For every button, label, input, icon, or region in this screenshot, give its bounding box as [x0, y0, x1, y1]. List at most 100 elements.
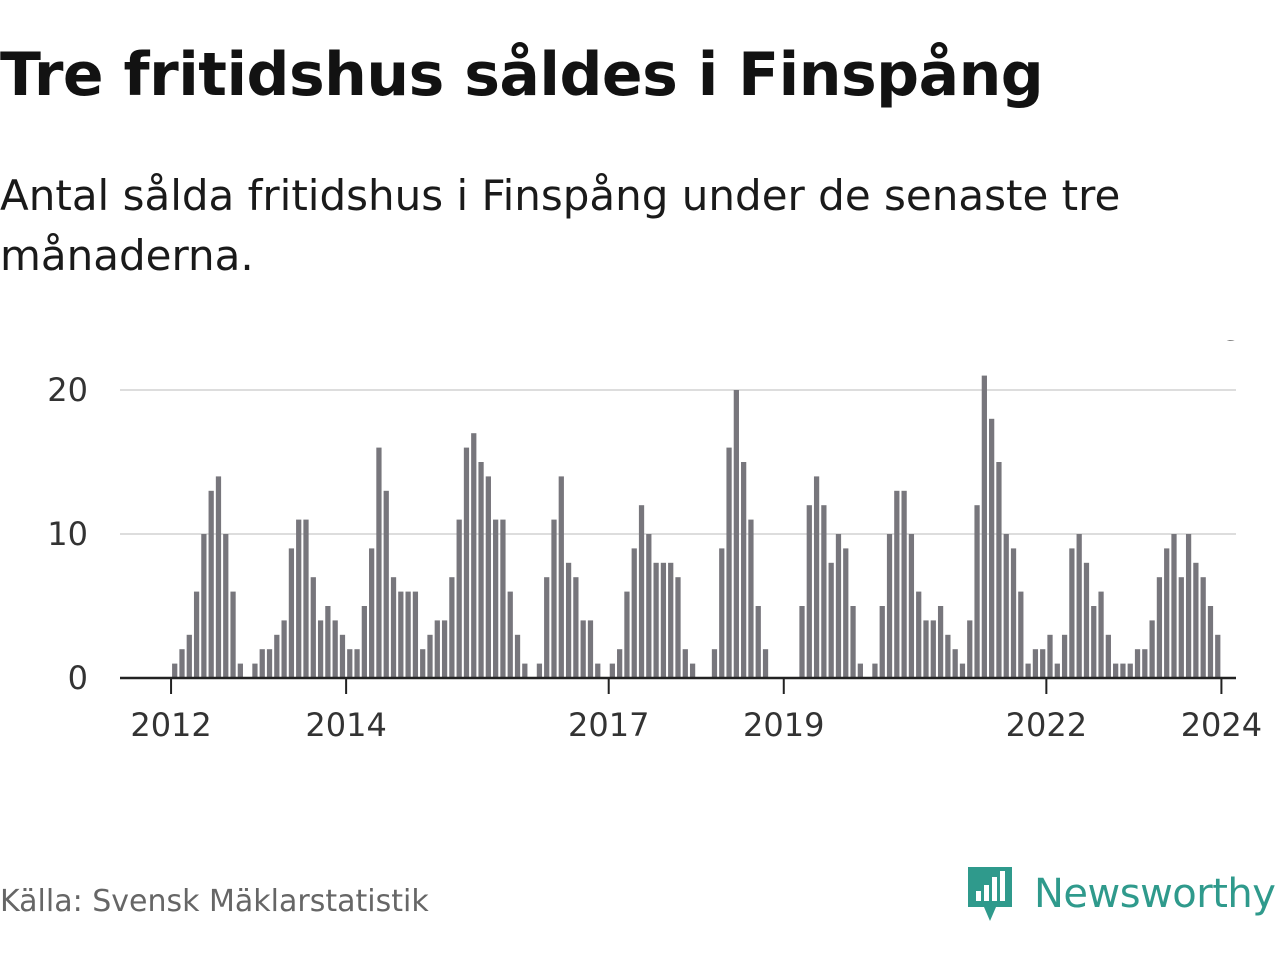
x-tick-label: 2017: [568, 706, 649, 744]
brand-logo: Newsworthy: [964, 862, 1276, 926]
y-tick-label: 0: [68, 659, 88, 697]
bar: [733, 390, 739, 678]
bar: [383, 490, 389, 678]
bar: [281, 620, 287, 678]
bar: [303, 519, 309, 678]
bar: [813, 476, 820, 678]
bar: [580, 620, 586, 678]
bar: [668, 562, 674, 678]
bars: [172, 375, 1221, 678]
bar: [215, 476, 222, 678]
bar: [638, 505, 645, 678]
bar: [427, 634, 433, 678]
bar: [1105, 634, 1111, 678]
bar: [208, 490, 214, 678]
bar: [741, 462, 747, 678]
bar: [682, 649, 688, 678]
bar: [930, 620, 936, 678]
bar: [1142, 649, 1148, 678]
bar: [1061, 634, 1068, 678]
bar: [390, 577, 397, 678]
newsworthy-logo-icon: [968, 867, 1012, 921]
bar: [317, 620, 324, 678]
x-tick-label: 2019: [743, 706, 824, 744]
bar: [354, 649, 360, 678]
x-tick-label: 2024: [1181, 706, 1262, 744]
bar: [843, 548, 849, 678]
bar: [799, 606, 805, 678]
bar: [434, 620, 440, 678]
source-note: Källa: Svensk Mäklarstatistik: [0, 884, 429, 919]
bar: [631, 548, 637, 678]
bar: [325, 606, 331, 678]
bar: [850, 606, 856, 678]
bar: [923, 620, 929, 678]
bar: [835, 534, 842, 678]
bar: [675, 577, 681, 678]
bar: [689, 663, 696, 678]
tick-labels: 0 10 20 2012 2014 2017 2019 2022 2024 3: [47, 340, 1262, 744]
bar: [1127, 663, 1133, 678]
bar: [551, 519, 557, 678]
bar: [1200, 577, 1206, 678]
bar: [310, 577, 316, 678]
bar: [420, 649, 426, 678]
bar: [230, 591, 236, 678]
bar: [726, 447, 732, 678]
bar: [828, 562, 834, 678]
bar: [449, 577, 455, 678]
bar: [398, 591, 404, 678]
bar: [376, 447, 382, 678]
bar: [296, 519, 302, 678]
bar: [1215, 634, 1221, 678]
bar: [201, 534, 207, 678]
bar: [762, 649, 769, 678]
y-tick-label: 20: [47, 371, 88, 409]
bar: [1083, 562, 1090, 678]
bar: [937, 606, 944, 678]
chart-title: Tre fritidshus såldes i Finspång: [0, 40, 1044, 110]
bar: [186, 634, 192, 678]
bar: [456, 519, 462, 678]
bar: [361, 606, 367, 678]
bar: [565, 562, 572, 678]
bar: [1178, 577, 1184, 678]
bar: [478, 462, 484, 678]
bar: [536, 663, 543, 678]
bar: [471, 433, 477, 678]
bar: [288, 548, 295, 678]
bar: [624, 591, 630, 678]
bar: [441, 620, 448, 678]
bar: [369, 548, 375, 678]
bar: [252, 663, 258, 678]
bar: [259, 649, 265, 678]
bar: [1076, 534, 1082, 678]
bar: [1018, 591, 1024, 678]
bar: [821, 505, 827, 678]
x-tick-label: 2022: [1006, 706, 1087, 744]
bar: [901, 490, 907, 678]
x-tick-label: 2014: [305, 706, 386, 744]
bar: [1025, 663, 1031, 678]
bar: [193, 591, 200, 678]
bar: [1120, 663, 1126, 678]
bar: [347, 649, 353, 678]
bar: [463, 447, 470, 678]
bar: [1091, 606, 1097, 678]
bar: [806, 505, 812, 678]
bar: [573, 577, 579, 678]
bar: [989, 418, 995, 678]
bar: [1040, 649, 1046, 678]
brand-name: Newsworthy: [1034, 871, 1276, 917]
y-tick-label: 10: [47, 515, 88, 553]
bar: [412, 591, 419, 678]
bar: [1156, 577, 1163, 678]
bar: [485, 476, 491, 678]
bar: [544, 577, 550, 678]
bar: [879, 606, 885, 678]
bar: [609, 663, 615, 678]
bar: [1164, 548, 1170, 678]
bar: [959, 663, 966, 678]
bar: [1171, 534, 1177, 678]
bar: [500, 519, 506, 678]
